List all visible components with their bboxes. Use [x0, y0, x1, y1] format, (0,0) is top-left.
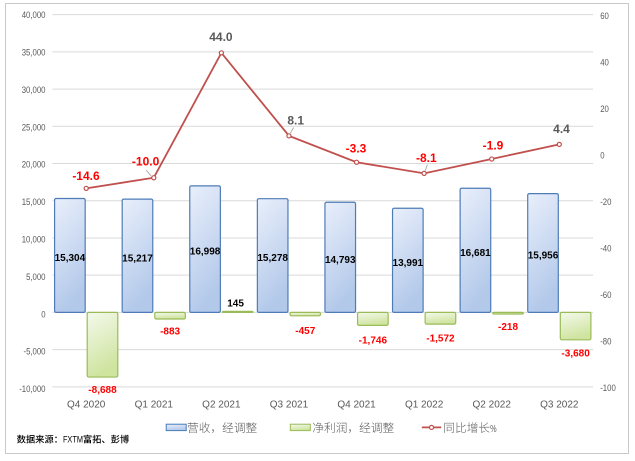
svg-text:-883: -883	[160, 327, 180, 338]
svg-text:4.4: 4.4	[553, 122, 570, 136]
svg-text:25,000: 25,000	[22, 122, 46, 133]
svg-text:16,681: 16,681	[460, 248, 491, 259]
svg-text:Q1 2022: Q1 2022	[405, 399, 444, 410]
svg-text:-5,000: -5,000	[24, 347, 46, 358]
svg-text:Q2 2022: Q2 2022	[473, 399, 512, 410]
svg-text:%: %	[490, 423, 497, 435]
svg-text:40: 40	[600, 57, 609, 68]
svg-text:15,956: 15,956	[528, 251, 559, 262]
svg-text:20,000: 20,000	[22, 160, 46, 171]
svg-text:Q3 2021: Q3 2021	[270, 399, 309, 410]
svg-text:FXTM: FXTM	[63, 435, 83, 445]
svg-text:-457: -457	[295, 326, 315, 337]
svg-text:Q4 2021: Q4 2021	[337, 399, 376, 410]
svg-text:Q3 2022: Q3 2022	[540, 399, 579, 410]
svg-text:16,998: 16,998	[190, 247, 221, 258]
svg-text:-10,000: -10,000	[19, 384, 45, 395]
svg-text:15,217: 15,217	[122, 253, 153, 264]
svg-text:Q1 2021: Q1 2021	[135, 399, 174, 410]
svg-text:-20: -20	[600, 197, 611, 208]
svg-text:-1,572: -1,572	[426, 334, 455, 345]
svg-text:-60: -60	[600, 290, 611, 301]
svg-text:15,000: 15,000	[22, 197, 46, 208]
svg-text:8.1: 8.1	[287, 114, 304, 128]
svg-text:15,304: 15,304	[55, 253, 86, 264]
svg-text:145: 145	[227, 299, 244, 310]
svg-text:40,000: 40,000	[22, 10, 46, 21]
svg-text:Q2 2021: Q2 2021	[202, 399, 241, 410]
svg-text:-80: -80	[600, 337, 611, 348]
svg-text:-3,680: -3,680	[561, 349, 590, 360]
svg-text:35,000: 35,000	[22, 47, 46, 58]
svg-text:-1.9: -1.9	[483, 139, 504, 153]
svg-text:13,991: 13,991	[393, 258, 424, 269]
svg-text:14,793: 14,793	[325, 255, 356, 266]
svg-text:0: 0	[600, 151, 604, 162]
svg-text:-8.1: -8.1	[416, 151, 437, 165]
svg-text:-8,688: -8,688	[88, 385, 117, 396]
svg-text:-3.3: -3.3	[346, 142, 367, 156]
svg-text:-100: -100	[600, 383, 616, 394]
svg-text:5,000: 5,000	[26, 272, 45, 283]
svg-text:20: 20	[600, 104, 609, 115]
svg-text:0: 0	[41, 309, 45, 320]
svg-text:-218: -218	[498, 322, 518, 333]
svg-text:-10.0: -10.0	[132, 155, 160, 169]
svg-text:60: 60	[600, 11, 609, 22]
svg-text:30,000: 30,000	[22, 85, 46, 96]
svg-text:10,000: 10,000	[22, 235, 46, 246]
svg-text:-1,746: -1,746	[359, 336, 388, 347]
svg-text:-40: -40	[600, 244, 611, 255]
svg-text:Q4 2020: Q4 2020	[67, 399, 106, 410]
svg-text:44.0: 44.0	[209, 30, 233, 44]
svg-text:-14.6: -14.6	[72, 169, 100, 183]
svg-text:15,278: 15,278	[257, 253, 288, 264]
